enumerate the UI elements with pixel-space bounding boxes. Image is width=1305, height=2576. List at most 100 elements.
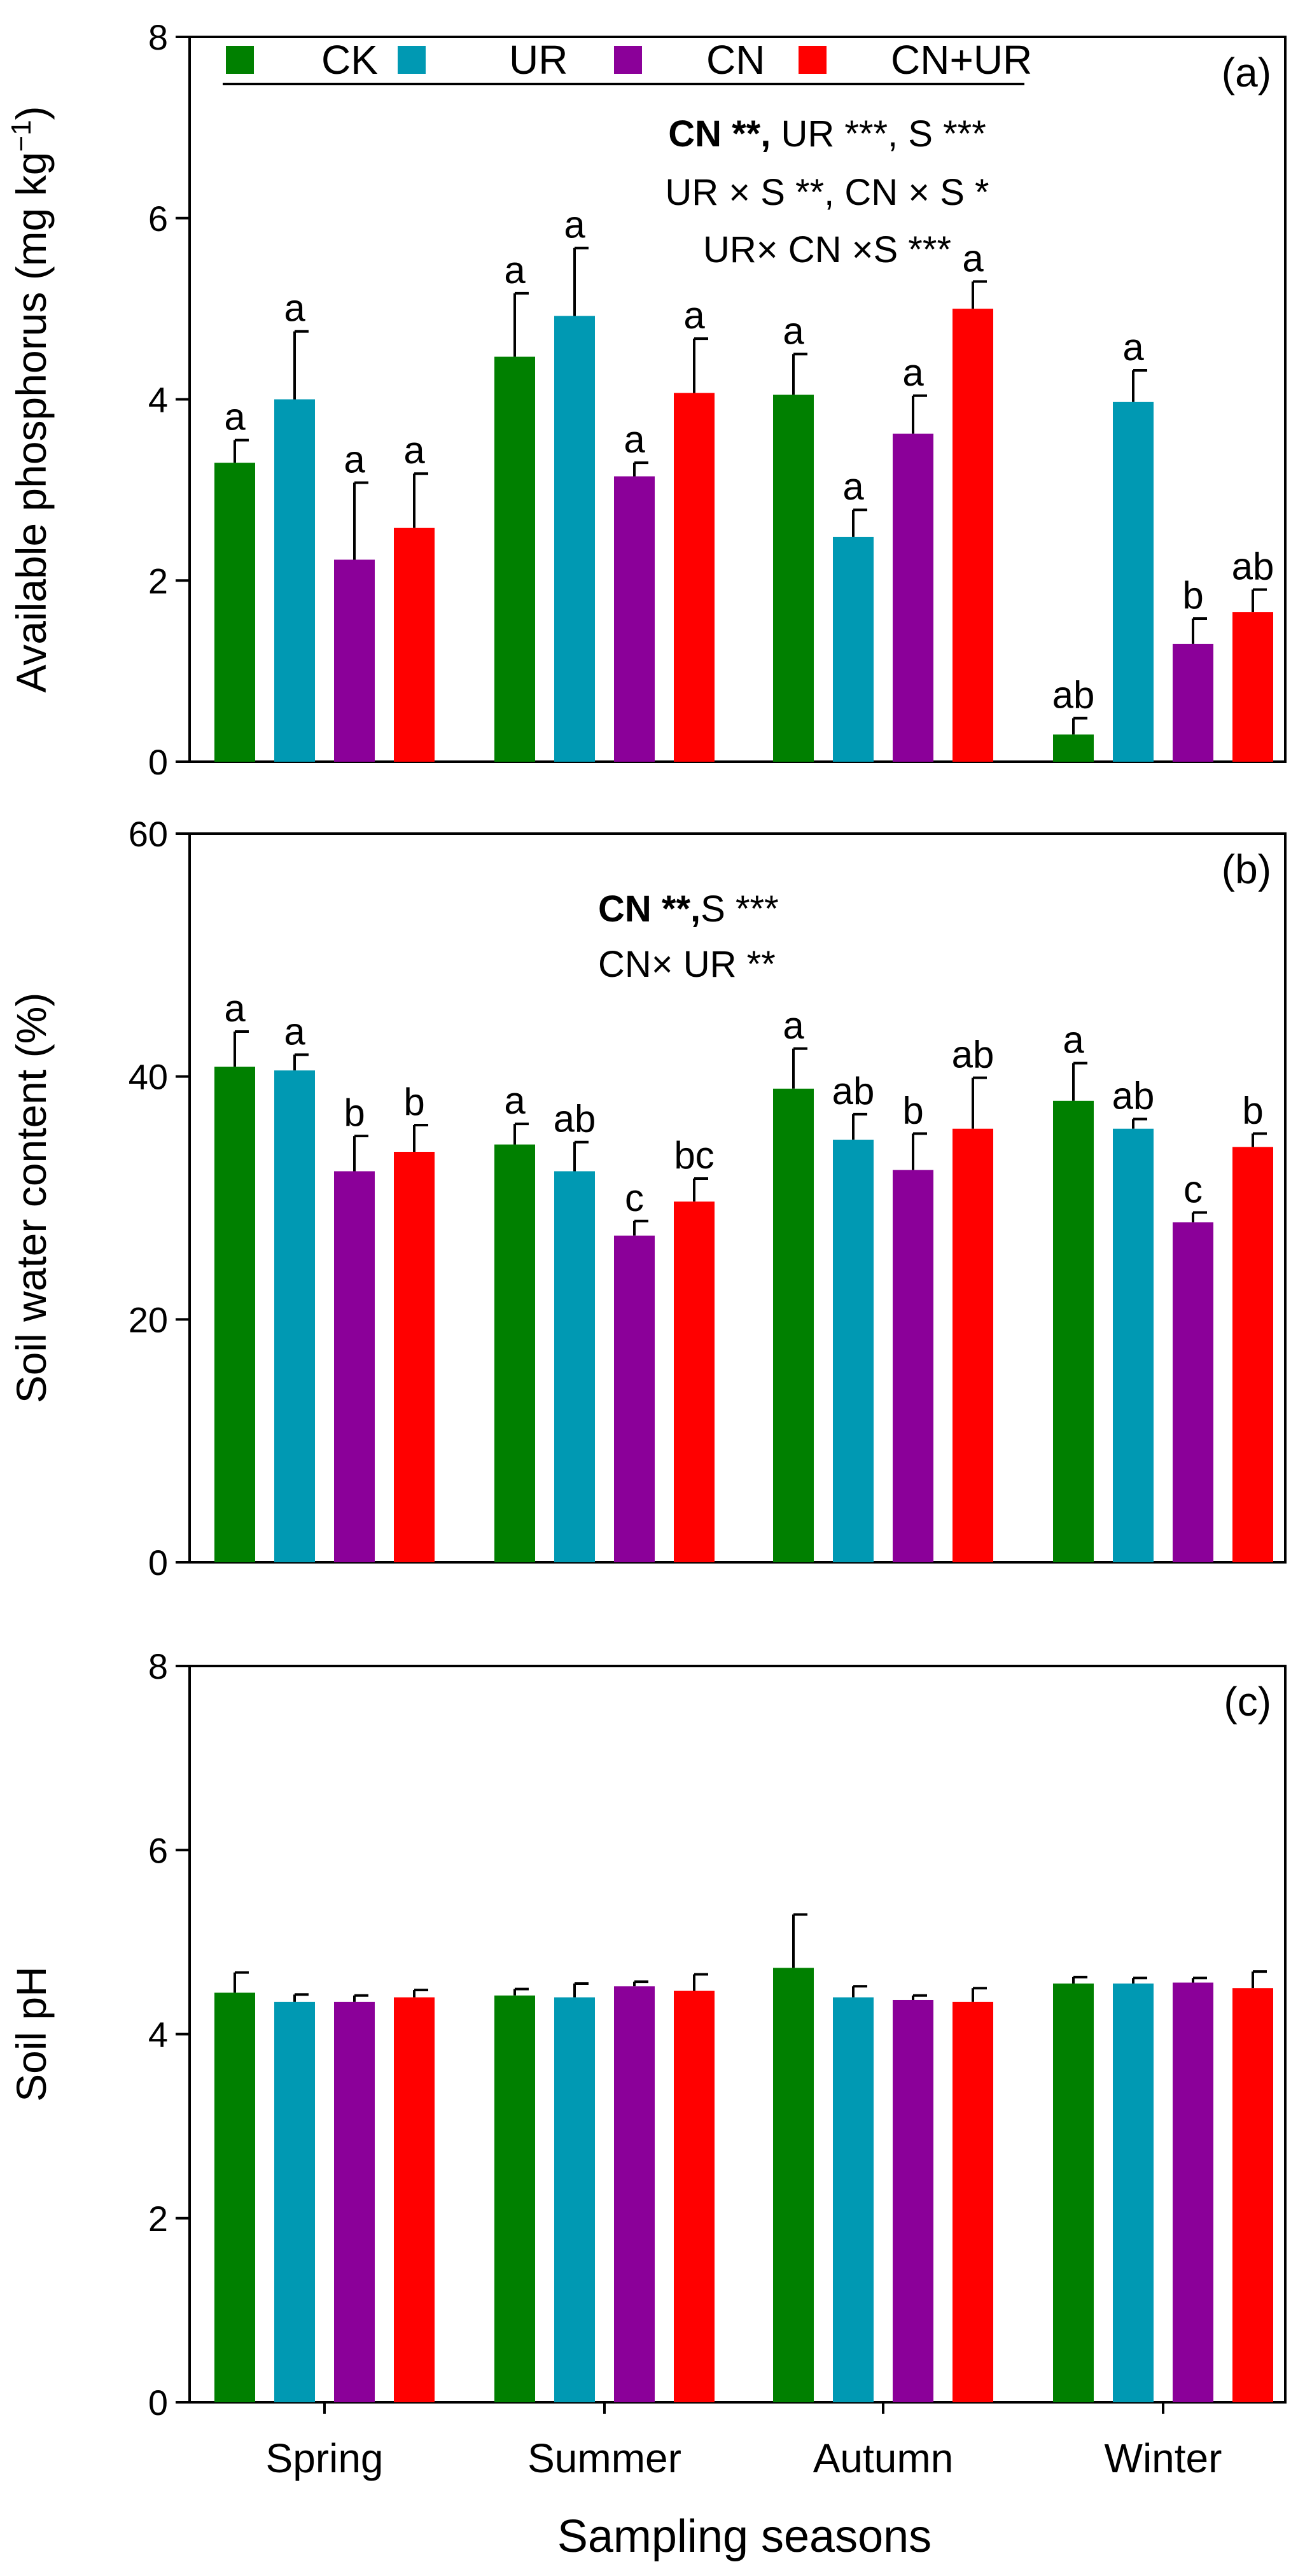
significance-letter: a [224, 396, 246, 438]
y-tick-label: 0 [148, 2383, 168, 2423]
significance-letter: ab [1052, 674, 1095, 717]
bar-cn-ur-autumn [953, 2001, 993, 2402]
significance-letter: bc [674, 1134, 714, 1177]
stats-line: CN **,S *** [598, 888, 779, 930]
bar-cn-ur-winter [1232, 1147, 1273, 1562]
panel-a: 0 2 4 6 8 Available phosphorus (mg kg−1) (a) CN… [6, 17, 1287, 782]
bar-ck-spring [214, 1992, 255, 2402]
legend-label-cn-ur: CN+UR [891, 37, 1032, 83]
significance-letter: c [1183, 1168, 1203, 1210]
significance-letter: a [284, 287, 305, 330]
y-tick-label: 2 [148, 2199, 168, 2239]
legend-entry-ur: UR [398, 37, 568, 83]
bar-cn-ur-summer [674, 1991, 715, 2402]
x-tick-label-winter: Winter [1105, 2435, 1222, 2481]
bar-ur-spring [274, 399, 315, 762]
significance-letter: b [403, 1081, 424, 1123]
bar-cn-autumn [893, 1170, 933, 1562]
y-tick-label: 6 [148, 199, 168, 239]
legend-label-ck: CK [321, 37, 378, 83]
panels: 0 2 4 6 8 Available phosphorus (mg kg−1) (a) CN… [6, 17, 1287, 2423]
significance-letter: a [902, 351, 924, 394]
significance-letter: a [962, 237, 984, 279]
bar-cn-ur-summer [674, 393, 715, 762]
stats-line: CN **, UR ***, S *** [668, 113, 986, 155]
bar-ck-autumn [773, 1088, 814, 1562]
bar-cn-winter [1173, 1982, 1213, 2402]
significance-letter: ab [554, 1098, 596, 1140]
bar-ur-winter [1113, 1983, 1154, 2402]
legend-entry-cn-ur: CN+UR [799, 37, 1032, 83]
significance-letter: ab [1232, 545, 1274, 587]
x-axis-title: Sampling seasons [557, 2511, 932, 2562]
significance-letter: a [504, 1079, 526, 1122]
stats-line: UR × S **, CN × S * [665, 172, 989, 213]
significance-letter: a [504, 249, 526, 291]
significance-letter: a [284, 1010, 305, 1053]
bar-ur-summer [554, 316, 595, 762]
bar-cn-autumn [893, 1999, 933, 2402]
significance-letter: ab [1112, 1074, 1155, 1117]
bar-ck-spring [214, 1067, 255, 1562]
x-tick-label-autumn: Autumn [813, 2435, 954, 2481]
bar-cn-summer [614, 476, 655, 762]
stats-line: CN× UR ** [598, 944, 776, 985]
x-axis-labels: Spring Summer Autumn Winter [266, 2402, 1222, 2481]
significance-letter: a [783, 1004, 804, 1047]
legend-swatch-cn [614, 46, 642, 74]
bar-ck-autumn [773, 395, 814, 762]
y-axis-title: Available phosphorus (mg kg−1) [6, 106, 55, 692]
bar-cn-winter [1173, 643, 1213, 762]
bar-ur-winter [1113, 402, 1154, 762]
y-tick-label: 60 [129, 814, 168, 854]
bar-ur-winter [1113, 1128, 1154, 1562]
stats-line: UR× CN ×S *** [703, 229, 951, 270]
bar-cn-winter [1173, 1222, 1213, 1562]
bar-ur-spring [274, 2001, 315, 2402]
plot-frame [188, 832, 1287, 1564]
y-tick-label: 0 [148, 1543, 168, 1583]
legend: CK UR CN CN+UR [223, 37, 1032, 85]
legend-swatch-cn-ur [799, 46, 827, 74]
significance-letter: ab [952, 1033, 994, 1076]
y-axis-title: Soil water content (%) [8, 993, 55, 1404]
y-axis-title: Soil pH [8, 1966, 55, 2102]
legend-swatch-ur [398, 46, 426, 74]
bar-cn-ur-winter [1232, 612, 1273, 762]
bar-cn-ur-spring [394, 1151, 435, 1562]
bar-ck-autumn [773, 1968, 814, 2402]
bar-ck-summer [494, 1995, 535, 2402]
panel-b: 0 20 40 60 Soil water content (%) (b) CN **,S … [8, 814, 1287, 1583]
bar-cn-ur-winter [1232, 1988, 1273, 2402]
bar-cn-ur-autumn [953, 1128, 993, 1562]
bar-ur-autumn [833, 1139, 874, 1562]
significance-letter: a [683, 294, 705, 337]
bar-ur-autumn [833, 536, 874, 762]
panel-c: 0 2 4 6 8 Soil pH (c) [8, 1646, 1287, 2423]
significance-letter: a [783, 309, 804, 352]
bar-cn-ur-spring [394, 528, 435, 762]
y-tick-label: 20 [129, 1299, 168, 1340]
y-tick-label: 40 [129, 1057, 168, 1097]
y-tick-label: 4 [148, 2015, 168, 2055]
significance-letter: b [902, 1089, 923, 1131]
y-tick-label: 8 [148, 17, 168, 57]
bar-cn-spring [334, 1171, 375, 1562]
legend-entry-cn: CN [614, 37, 765, 83]
panel-label: (a) [1222, 50, 1271, 95]
x-tick-label-summer: Summer [527, 2435, 681, 2481]
legend-label-ur: UR [509, 37, 568, 83]
bar-cn-spring [334, 2001, 375, 2402]
y-tick-label: 8 [148, 1646, 168, 1686]
bar-ur-spring [274, 1070, 315, 1562]
panel-label: (b) [1222, 846, 1271, 892]
significance-letter: a [1122, 326, 1144, 368]
y-tick-label: 4 [148, 380, 168, 420]
bar-cn-summer [614, 1986, 655, 2402]
bar-ck-winter [1053, 1983, 1094, 2402]
y-tick-label: 6 [148, 1830, 168, 1870]
significance-letter: a [344, 438, 365, 480]
bar-ur-summer [554, 1997, 595, 2402]
significance-letter: b [1182, 574, 1203, 617]
